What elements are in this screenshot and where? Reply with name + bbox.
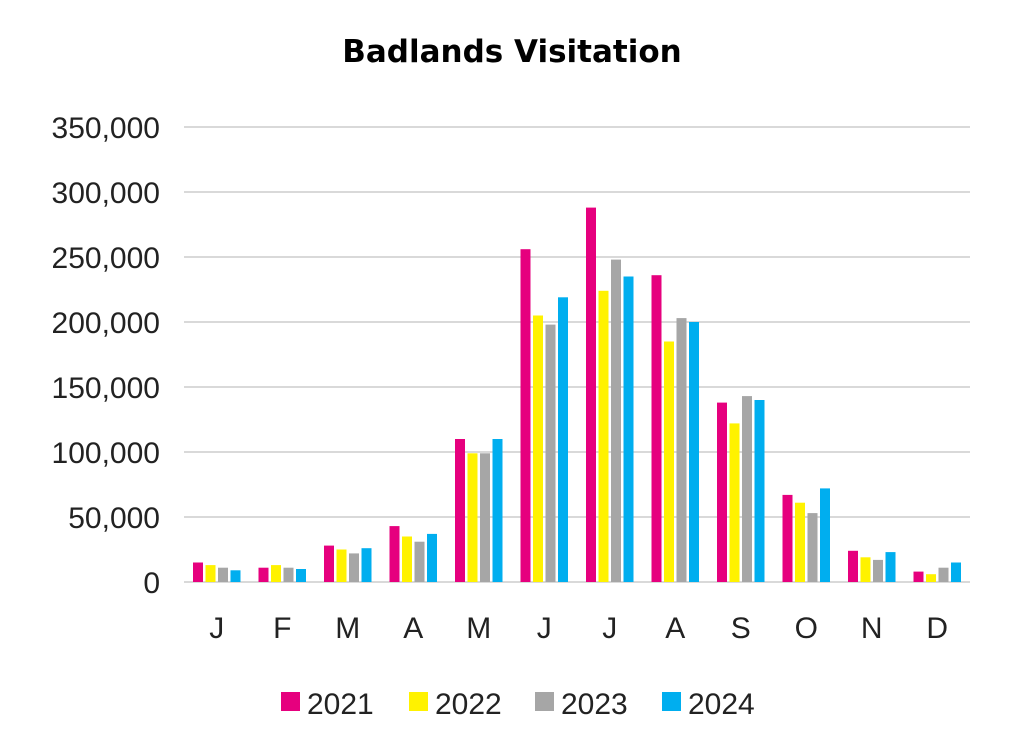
bar-2024-12 [951, 562, 961, 582]
bar-2022-1 [205, 565, 216, 582]
bar-2021-2 [258, 567, 269, 582]
legend-label: 2023 [561, 688, 628, 721]
y-tick-label: 50,000 [68, 502, 160, 535]
legend-label: 2024 [688, 688, 755, 721]
bar-2024-2 [296, 569, 306, 582]
bar-2024-4 [427, 533, 437, 582]
bar-2021-1 [193, 562, 203, 582]
legend-item-2024: 2024 [662, 688, 755, 721]
bar-2023-9 [742, 396, 752, 582]
bar-2023-5 [480, 453, 490, 582]
legend-item-2022: 2022 [409, 688, 502, 721]
bar-2021-8 [651, 275, 662, 582]
x-category-label: S [731, 612, 751, 645]
bar-2022-8 [664, 341, 674, 582]
x-category-label: A [403, 612, 423, 645]
bar-2022-4 [402, 536, 412, 582]
bar-2022-9 [729, 423, 740, 582]
legend-swatch [662, 692, 681, 711]
x-category-label: F [273, 612, 291, 645]
bar-2021-7 [586, 207, 596, 582]
bar-2022-2 [271, 565, 281, 582]
bar-2021-12 [913, 571, 924, 582]
bar-2023-10 [807, 513, 818, 582]
y-tick-label: 150,000 [52, 372, 160, 405]
bars [193, 207, 961, 582]
legend-item-2023: 2023 [535, 688, 628, 721]
bar-2023-6 [545, 324, 556, 582]
bar-2022-3 [336, 549, 347, 582]
bar-2022-12 [926, 574, 936, 582]
legend-swatch [409, 692, 428, 711]
bar-2023-4 [414, 541, 425, 582]
legend-label: 2021 [307, 688, 374, 721]
x-category-label: M [466, 612, 491, 645]
x-category-label: D [926, 612, 948, 645]
bar-2024-9 [754, 400, 765, 582]
bar-2023-1 [218, 567, 228, 582]
x-category-label: M [335, 612, 360, 645]
bar-2024-7 [623, 276, 634, 582]
bar-2023-7 [611, 259, 621, 582]
bar-2021-6 [520, 249, 531, 582]
bar-2023-3 [349, 553, 359, 582]
bar-2022-6 [533, 315, 543, 582]
bar-2023-8 [676, 318, 687, 582]
bar-2021-4 [389, 526, 400, 582]
legend-swatch [535, 692, 554, 711]
bar-2021-10 [782, 494, 793, 582]
legend-swatch [281, 692, 300, 711]
y-tick-label: 300,000 [52, 177, 160, 210]
y-axis-tick-labels: 0 50,000 100,000 150,000 200,000 250,000 300,0… [52, 112, 160, 600]
bar-2022-7 [598, 290, 609, 582]
bar-2023-12 [938, 567, 949, 582]
legend: 2021 2022 2023 2024 [281, 688, 755, 721]
bar-2024-6 [558, 297, 568, 582]
y-tick-label: 350,000 [52, 112, 160, 145]
bar-2022-10 [795, 502, 805, 582]
x-category-label: J [602, 612, 617, 645]
bar-2021-3 [324, 545, 334, 582]
y-tick-label: 100,000 [52, 437, 160, 470]
chart-title: Badlands Visitation [342, 34, 682, 70]
bar-2024-3 [361, 548, 372, 582]
x-category-label: J [537, 612, 552, 645]
bar-2024-1 [230, 570, 241, 582]
bar-2024-5 [492, 439, 503, 582]
bar-2022-11 [860, 557, 871, 582]
y-tick-label: 0 [143, 567, 160, 600]
x-category-label: J [209, 612, 224, 645]
bar-2021-11 [848, 550, 858, 582]
bar-2024-10 [820, 488, 830, 582]
x-category-label: N [861, 612, 883, 645]
x-category-label: A [665, 612, 685, 645]
bar-2021-5 [455, 439, 465, 582]
bar-2024-11 [885, 552, 896, 582]
bar-2024-8 [689, 322, 699, 582]
gridlines [184, 126, 970, 583]
y-tick-label: 250,000 [52, 242, 160, 275]
bar-2023-2 [283, 567, 294, 582]
legend-label: 2022 [435, 688, 502, 721]
y-tick-label: 200,000 [52, 307, 160, 340]
legend-item-2021: 2021 [281, 688, 374, 721]
bar-2022-5 [467, 453, 478, 582]
bar-2023-11 [873, 559, 883, 582]
x-category-label: O [795, 612, 818, 645]
bar-2021-9 [717, 402, 727, 582]
